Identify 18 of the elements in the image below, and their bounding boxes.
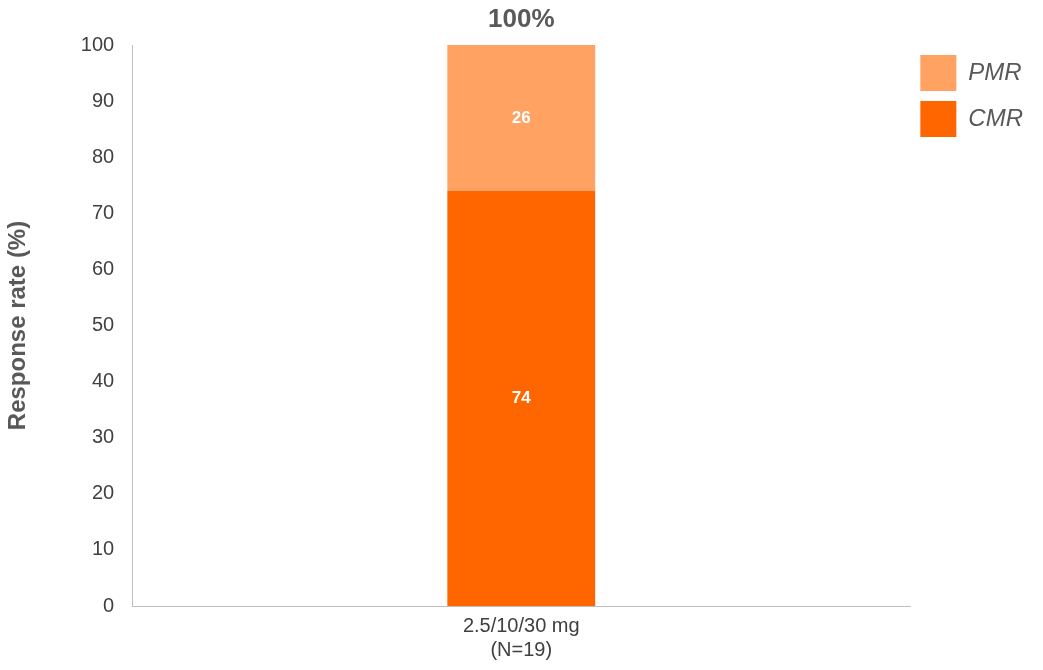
y-tick-label: 100 <box>80 32 115 55</box>
legend-label: PMR <box>968 57 1022 85</box>
x-tick-label: 2.5/10/30 mg (N=19) <box>462 613 580 660</box>
data-label: 26 <box>511 107 531 127</box>
total-label: 100% <box>488 3 555 34</box>
legend-label: CMR <box>968 103 1023 131</box>
y-tick-label: 10 <box>91 537 115 560</box>
data-label: 74 <box>511 388 532 408</box>
y-tick-label: 60 <box>91 256 115 279</box>
y-tick-label: 40 <box>91 369 115 392</box>
y-axis-title: Response rate (%) <box>3 220 31 431</box>
y-tick-label: 50 <box>91 313 115 336</box>
y-tick-label: 80 <box>91 144 115 167</box>
y-tick-label: 30 <box>91 425 115 448</box>
y-tick-label: 0 <box>103 593 115 616</box>
y-tick-label: 20 <box>91 481 115 504</box>
y-tick-label: 70 <box>91 200 115 223</box>
y-tick-label: 90 <box>91 88 115 111</box>
